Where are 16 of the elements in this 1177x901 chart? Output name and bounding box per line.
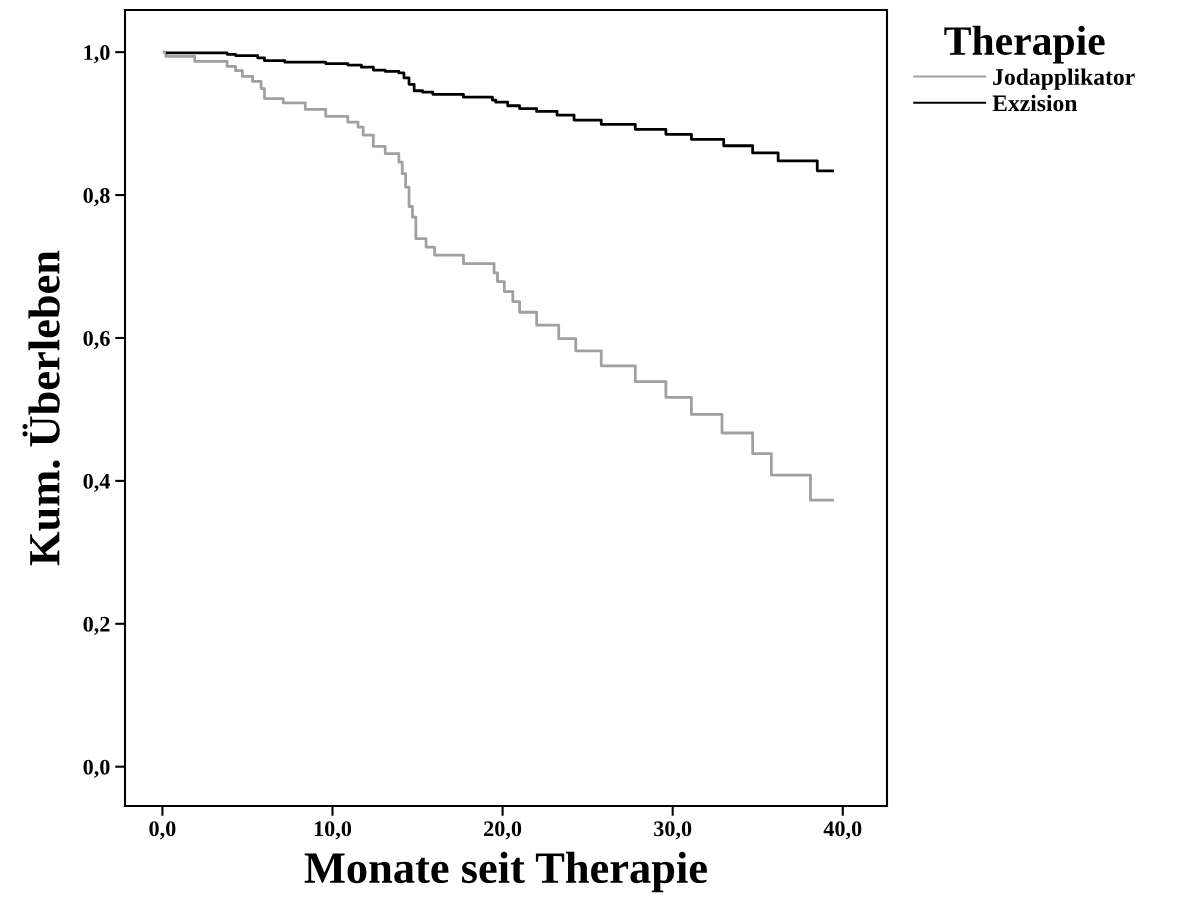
legend-label: Jodapplikator xyxy=(993,68,1135,90)
x-tick-label: 30,0 xyxy=(654,821,692,840)
y-tick-label: 0,2 xyxy=(83,616,110,635)
x-axis-title: Monate seit Therapie xyxy=(304,851,707,893)
legend-title: Therapie xyxy=(944,25,1105,64)
legend-label: Exzision xyxy=(992,94,1078,112)
x-tick-label: 10,0 xyxy=(314,821,352,840)
y-tick-label: 0,6 xyxy=(83,330,110,350)
y-tick-label: 0,0 xyxy=(83,759,110,778)
y-tick-label: 0,4 xyxy=(83,473,110,493)
x-tick-label: 0,0 xyxy=(149,821,176,840)
y-tick-label: 0,8 xyxy=(83,188,110,207)
y-axis-title: Kum. Überleben xyxy=(22,250,60,566)
x-tick-label: 20,0 xyxy=(484,821,522,840)
y-tick-label: 1,0 xyxy=(84,45,110,64)
x-tick-label: 40,0 xyxy=(823,821,862,840)
